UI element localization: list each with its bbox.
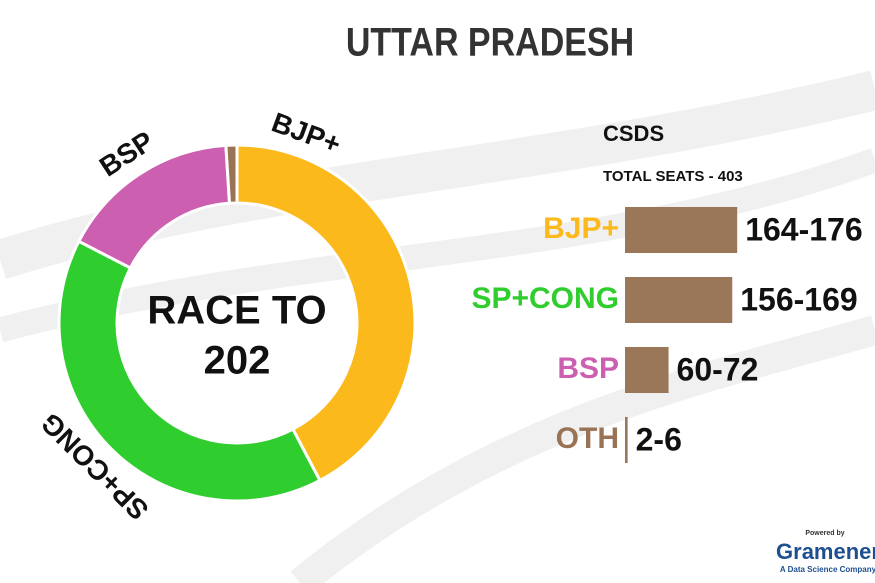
value-label: 60-72	[677, 351, 759, 387]
powered-by: Powered by	[805, 530, 844, 537]
value-label: 164-176	[745, 211, 862, 247]
value-label: 156-169	[740, 281, 857, 317]
center-text: 202	[204, 339, 271, 383]
category-label: BSP	[557, 352, 619, 385]
center-text: RACE TO	[147, 289, 326, 333]
donut-slice	[57, 239, 322, 503]
page-title: UTTAR PRADESH	[346, 19, 634, 64]
bar	[625, 277, 733, 323]
category-label: BJP+	[543, 212, 619, 245]
donut-slice	[235, 143, 417, 483]
value-label: 2-6	[636, 421, 682, 457]
bar	[625, 207, 738, 253]
category-label: OTH	[556, 422, 619, 455]
tagline: A Data Science Company	[780, 565, 875, 574]
bar	[625, 347, 669, 393]
bar-subtitle: TOTAL SEATS - 403	[603, 168, 743, 185]
swoosh	[0, 148, 875, 343]
category-label: SP+CONG	[471, 282, 619, 315]
brand: Gramener	[776, 539, 875, 564]
bar	[625, 417, 628, 463]
swoosh	[290, 315, 875, 583]
bar-title: CSDS	[603, 121, 664, 146]
donut-slice	[224, 143, 239, 205]
